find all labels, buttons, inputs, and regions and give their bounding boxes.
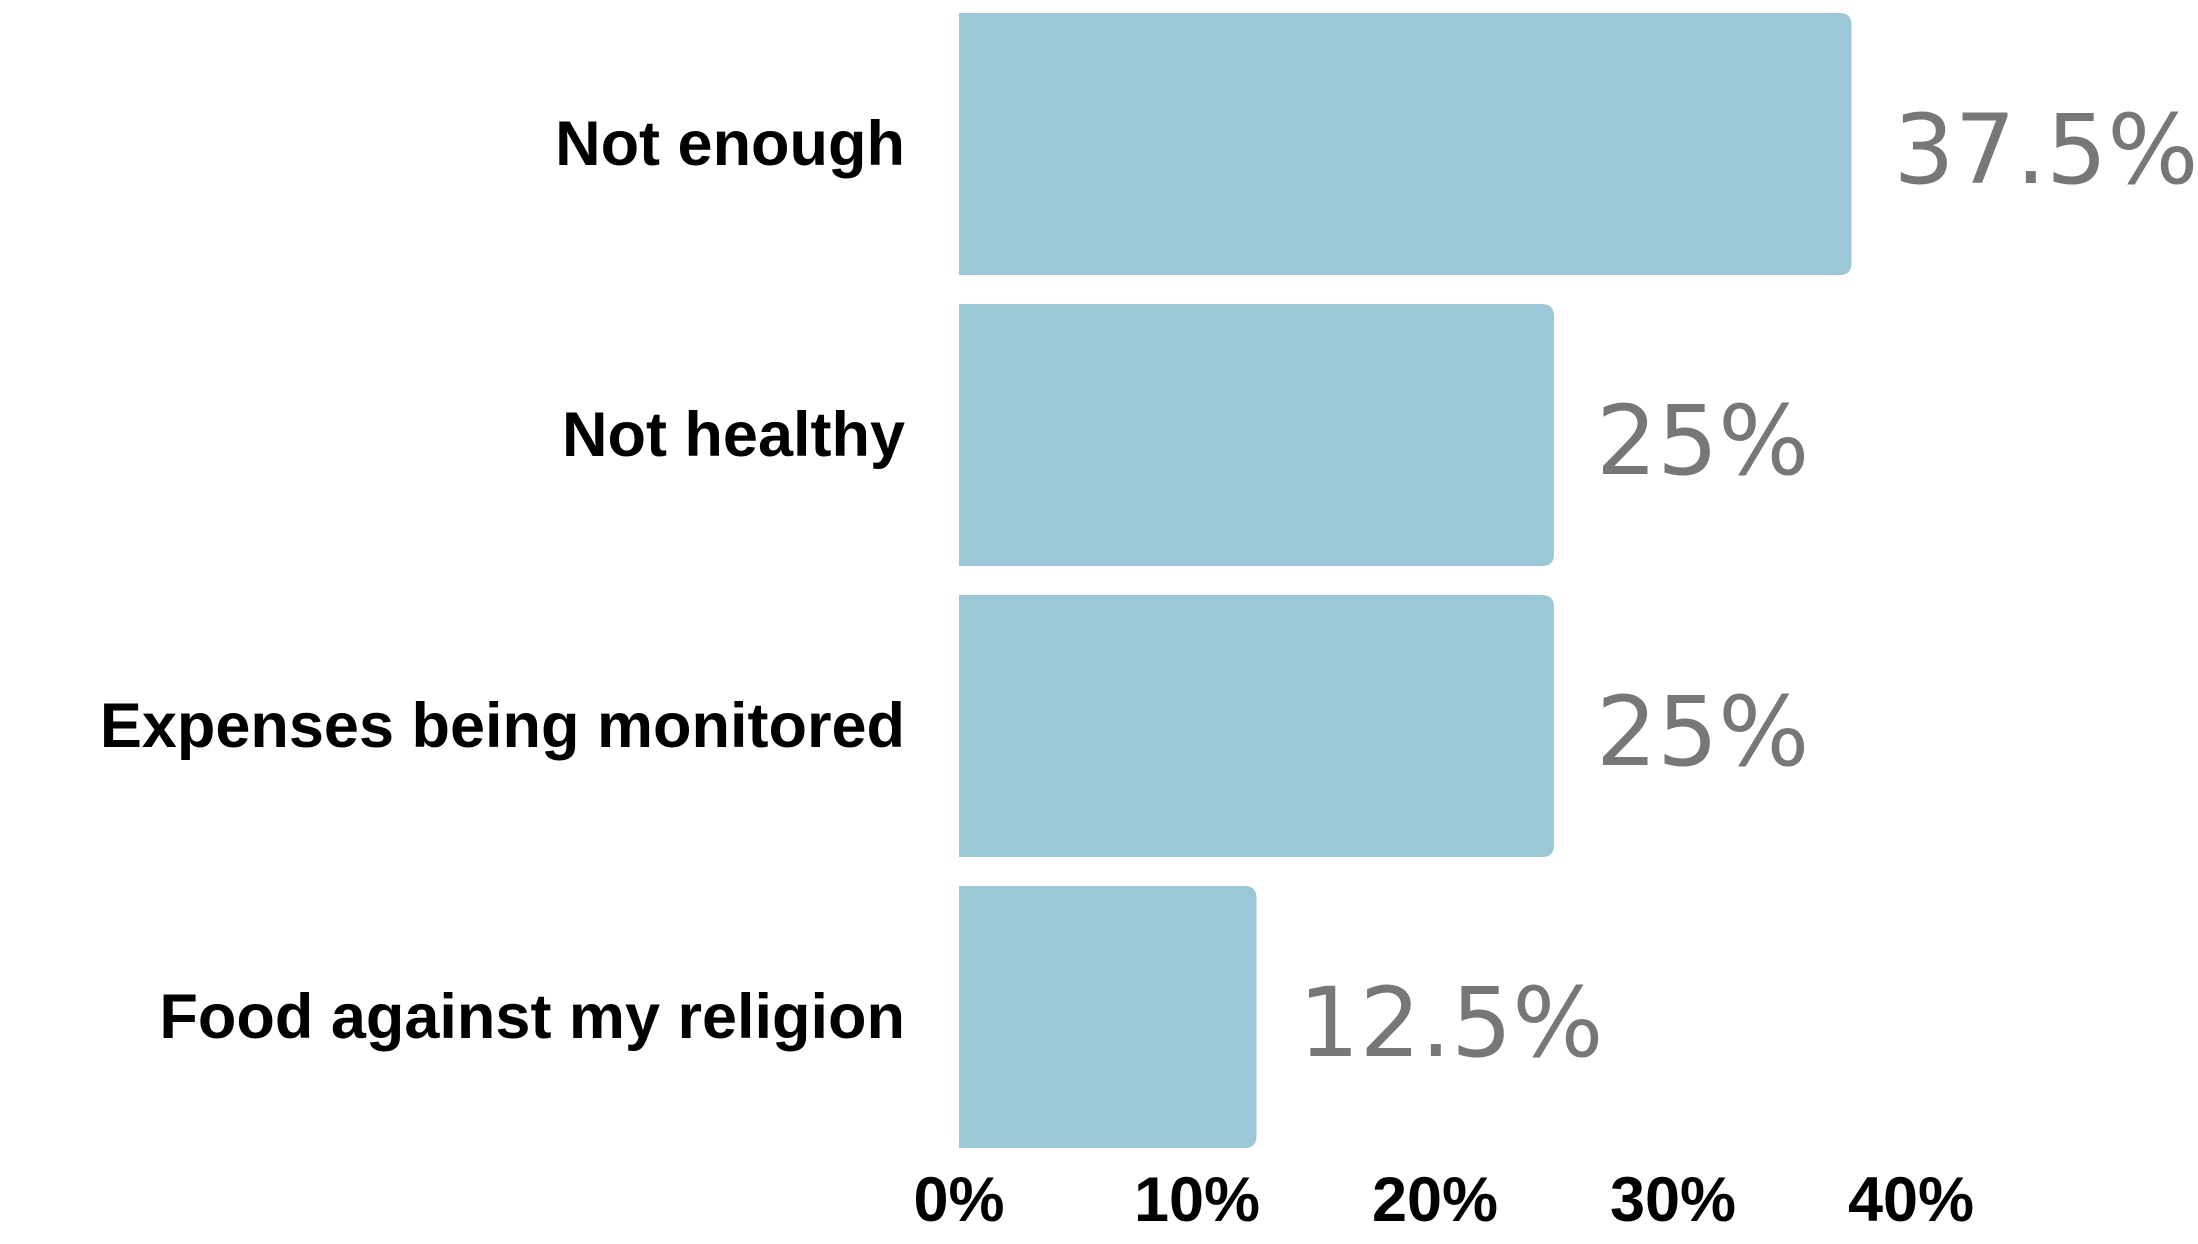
category-label-food-against-my-religion: Food against my religion	[159, 982, 905, 1052]
x-tick-label-10: 10%	[1134, 1165, 1260, 1235]
category-label-not-healthy: Not healthy	[562, 400, 905, 470]
category-labels-group: Not enough Not healthy Expenses being moni…	[100, 109, 905, 1052]
value-label-food-against-my-religion: 12.5%	[1299, 967, 1604, 1079]
category-label-expenses-being-monitored: Expenses being monitored	[100, 691, 905, 761]
x-tick-label-30: 30%	[1610, 1165, 1736, 1235]
bar-expenses-being-monitored	[959, 595, 1554, 857]
x-axis-ticks-group: 0% 10% 20% 30% 40%	[913, 1165, 1974, 1235]
bars-group	[959, 13, 1852, 1148]
value-labels-group: 37.5% 25% 25% 12.5%	[1299, 94, 2198, 1079]
value-label-expenses-being-monitored: 25%	[1596, 676, 1809, 788]
x-tick-label-20: 20%	[1372, 1165, 1498, 1235]
bar-food-against-my-religion	[959, 886, 1257, 1148]
value-label-not-enough: 37.5%	[1894, 94, 2198, 206]
x-tick-label-40: 40%	[1848, 1165, 1974, 1235]
bar-not-healthy	[959, 304, 1554, 566]
category-label-not-enough: Not enough	[555, 109, 905, 179]
x-tick-label-zero: 0%	[913, 1165, 1004, 1235]
bar-not-enough	[959, 13, 1852, 275]
value-label-not-healthy: 25%	[1596, 385, 1809, 497]
